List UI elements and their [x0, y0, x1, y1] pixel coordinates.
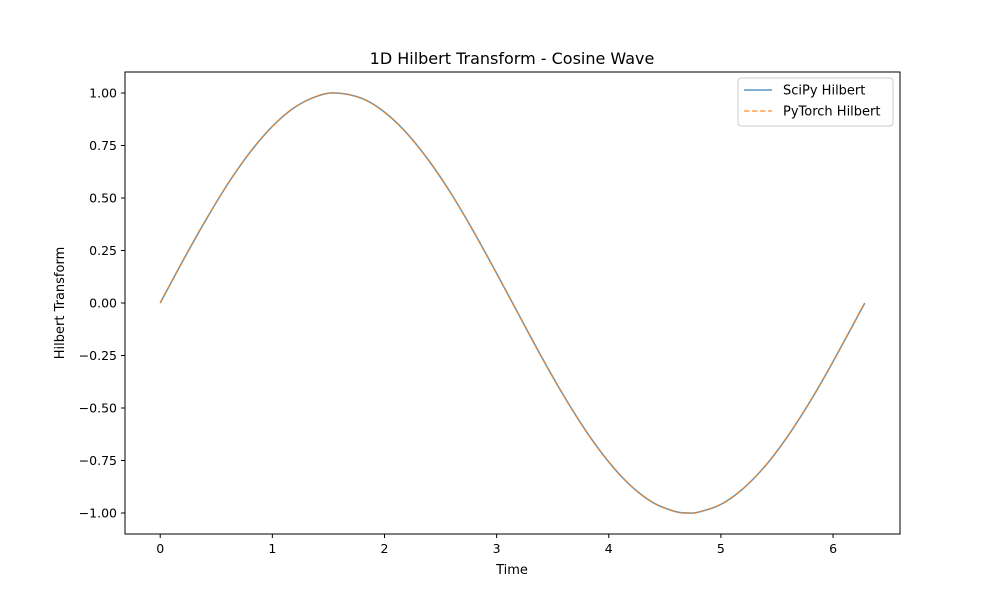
x-tick-label: 0 [156, 541, 164, 556]
legend: SciPy Hilbert PyTorch Hilbert [737, 77, 894, 127]
series-layer [159, 92, 866, 514]
y-tick-label: 0.00 [89, 296, 117, 311]
y-tick-label: −0.25 [79, 348, 117, 363]
y-tick-label: −0.75 [79, 453, 117, 468]
legend-label-scipy-hilbert: SciPy Hilbert [783, 84, 865, 99]
y-tick-label: 0.25 [89, 243, 117, 258]
legend-box [737, 77, 894, 127]
series-line-pytorch-hilbert [159, 92, 866, 514]
x-tick-label: 3 [493, 541, 501, 556]
y-tick-label: 1.00 [89, 86, 117, 101]
y-tick-label: 0.50 [89, 191, 117, 206]
x-axis: 0 1 2 3 4 5 6 [156, 534, 837, 556]
x-tick-label: 2 [381, 541, 389, 556]
y-tick-label: 0.75 [89, 138, 117, 153]
y-tick-label: −0.50 [79, 401, 117, 416]
chart-title: 1D Hilbert Transform - Cosine Wave [370, 49, 655, 68]
y-tick-label: −1.00 [79, 506, 117, 521]
x-axis-label: Time [495, 563, 528, 578]
x-tick-label: 1 [268, 541, 276, 556]
x-tick-label: 6 [829, 541, 837, 556]
x-tick-label: 5 [717, 541, 725, 556]
legend-label-pytorch-hilbert: PyTorch Hilbert [783, 105, 881, 120]
y-axis: 1.00 0.75 0.50 0.25 0.00 −0.25 −0.50 −0.75 −1.00 [79, 86, 125, 521]
y-axis-label: Hilbert Transform [53, 247, 68, 360]
x-tick-label: 4 [605, 541, 613, 556]
